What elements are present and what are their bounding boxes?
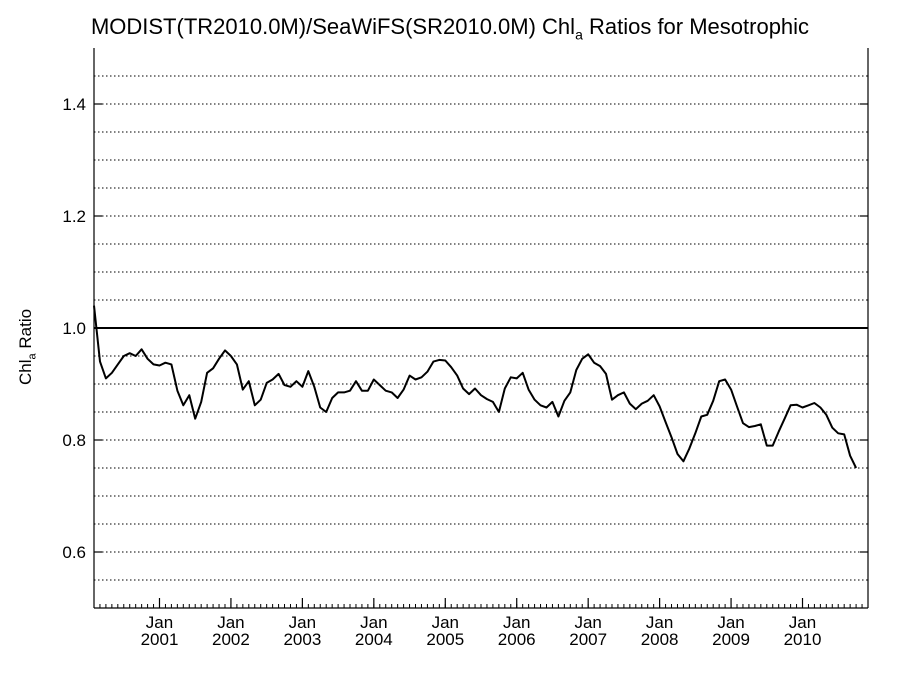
x-tick-label-month: Jan bbox=[289, 613, 316, 632]
x-tick-label-year: 2008 bbox=[641, 630, 679, 649]
x-tick-label-month: Jan bbox=[217, 613, 244, 632]
x-tick-label-month: Jan bbox=[432, 613, 459, 632]
x-tick-label-year: 2004 bbox=[355, 630, 393, 649]
y-tick-label: 0.8 bbox=[62, 431, 86, 450]
x-tick-label-year: 2002 bbox=[212, 630, 250, 649]
x-tick-label-year: 2009 bbox=[712, 630, 750, 649]
title-text: MODIST(TR2010.0M)/SeaWiFS(SR2010.0M) Chl bbox=[90, 14, 576, 39]
x-tick-label-month: Jan bbox=[503, 613, 530, 632]
y-tick-label: 1.4 bbox=[62, 95, 86, 114]
x-tick-label-year: 2001 bbox=[141, 630, 179, 649]
x-tick-label-year: 2005 bbox=[426, 630, 464, 649]
x-tick-label-year: 2003 bbox=[283, 630, 321, 649]
x-tick-label-month: Jan bbox=[789, 613, 816, 632]
x-tick-label-month: Jan bbox=[574, 613, 601, 632]
x-tick-label-month: Jan bbox=[646, 613, 673, 632]
x-tick-label-month: Jan bbox=[360, 613, 387, 632]
x-tick-label-year: 2010 bbox=[784, 630, 822, 649]
x-tick-label-year: 2007 bbox=[569, 630, 607, 649]
title-subscript: a bbox=[575, 26, 583, 43]
y-tick-label: 1.2 bbox=[62, 207, 86, 226]
chart-title: MODIST(TR2010.0M)/SeaWiFS(SR2010.0M) Chl… bbox=[0, 14, 900, 42]
title-tail: Ratios for Mesotrophic bbox=[582, 14, 810, 39]
y-tick-label: 0.6 bbox=[62, 543, 86, 562]
y-tick-label: 1.0 bbox=[62, 319, 86, 338]
ratio-series-line bbox=[93, 305, 857, 469]
x-tick-label-year: 2006 bbox=[498, 630, 536, 649]
x-tick-label-month: Jan bbox=[717, 613, 744, 632]
x-tick-label-month: Jan bbox=[146, 613, 173, 632]
